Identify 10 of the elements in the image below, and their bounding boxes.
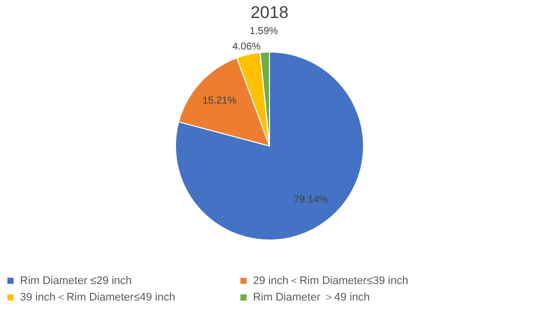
pie-slice: [175, 52, 364, 240]
chart-title: 2018: [250, 3, 288, 22]
legend-label: Rim Diameter ＞49 inch: [253, 292, 370, 304]
data-label: 15.21%: [202, 95, 236, 106]
data-label: 79.14%: [294, 194, 328, 206]
legend-label: 29 inch＜Rim Diameter≤39 inch: [253, 274, 408, 287]
legend-label: 39 inch＜Rim Diameter≤49 inch: [20, 292, 176, 304]
data-label: 4.06%: [232, 42, 261, 53]
legend-label: Rim Diameter ≤29 inch: [20, 274, 132, 287]
data-label: 1.59%: [250, 26, 278, 38]
